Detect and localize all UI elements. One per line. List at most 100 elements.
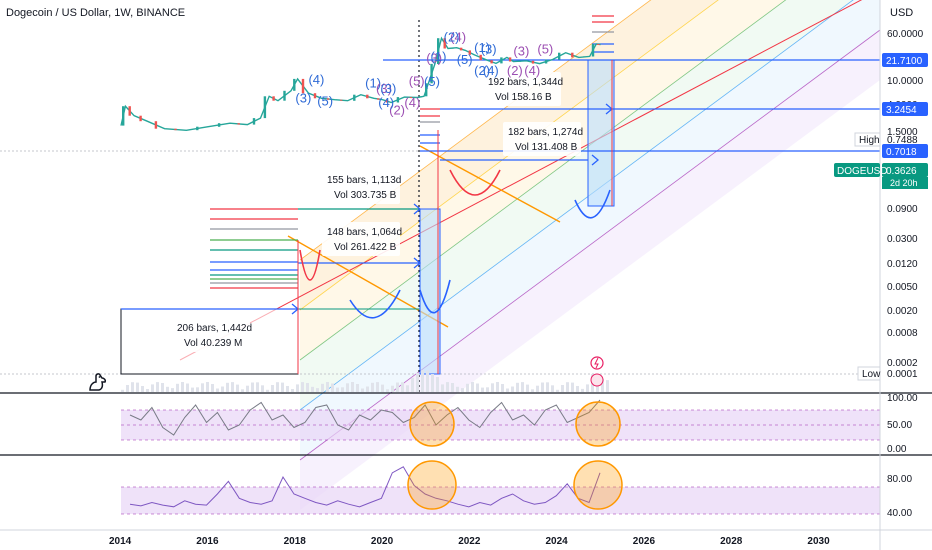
x-tick-label: 2028 <box>720 536 743 547</box>
candle <box>385 99 389 103</box>
wave-label: (2) <box>474 63 490 78</box>
candle <box>459 47 463 51</box>
volume-bar <box>506 388 509 392</box>
volume-bar <box>241 389 244 392</box>
candle <box>468 50 471 55</box>
measure-label-vol: Vol 40.239 M <box>184 338 242 349</box>
second-indicator: 80.00 40.00 <box>121 460 912 519</box>
channel-band <box>300 30 880 510</box>
x-tick-label: 2016 <box>196 536 219 547</box>
tradingview-logo-icon <box>89 373 106 391</box>
volume-bar <box>346 383 349 392</box>
volume-bar <box>396 382 399 392</box>
measure-label-bg <box>483 72 561 106</box>
price-tag-text: 3.2454 <box>886 105 917 116</box>
osc-band <box>121 487 880 514</box>
highlight-circle <box>575 401 621 447</box>
axes: 60.000010.00004.00001.50000.09000.03000.… <box>109 29 928 547</box>
volume-bar <box>316 388 319 392</box>
arrow-head <box>413 203 422 215</box>
volume-bar <box>191 387 194 392</box>
measure-box <box>587 59 615 207</box>
candle <box>377 98 380 100</box>
wave-label: (5) <box>457 52 473 67</box>
currency-label[interactable]: USD <box>890 7 913 19</box>
measure-label-bars: 192 bars, 1,344d <box>488 77 563 88</box>
volume-bar <box>406 385 409 392</box>
volume-bar <box>441 384 444 392</box>
wave-label: (1) <box>365 75 381 90</box>
volume-bar <box>276 382 279 392</box>
measure-label-bars: 155 bars, 1,113d <box>327 175 401 186</box>
curve <box>574 189 611 219</box>
measure-label-bars: 148 bars, 1,064d <box>327 227 402 238</box>
osc-tick-label: 80.00 <box>887 474 912 485</box>
candle <box>366 94 369 99</box>
high-value: 0.7488 <box>887 135 918 146</box>
measure-label-bg <box>322 222 400 256</box>
lightning-icon <box>590 356 604 370</box>
volume-bar <box>131 382 134 392</box>
candle <box>591 44 595 57</box>
candle <box>508 57 512 62</box>
volume-bar <box>231 382 234 392</box>
volume-bar <box>451 383 454 392</box>
wave-label: (3) <box>481 41 497 56</box>
wave-label: (3) <box>380 81 396 96</box>
y-tick-label: 10.0000 <box>887 76 924 87</box>
candle <box>293 78 296 91</box>
volume-bar <box>246 385 249 392</box>
volume-bar <box>271 385 274 392</box>
volume-bar <box>311 386 314 392</box>
symbol-tag-text: DOGEUSD <box>837 166 888 177</box>
wave-label: (4) <box>483 63 499 78</box>
wave-label: (3) <box>295 90 311 105</box>
volume-bar <box>426 370 429 392</box>
volume-bar <box>366 386 369 392</box>
candle <box>139 115 142 122</box>
volume-bar <box>171 388 174 392</box>
price-tag-text: 0.7018 <box>886 147 917 158</box>
wave-label: (4) <box>524 63 540 78</box>
candle <box>425 83 428 97</box>
volume-bar <box>556 389 559 392</box>
volume-bar <box>566 382 569 392</box>
arrow-head <box>413 257 422 269</box>
candle <box>544 59 548 64</box>
wave-label: (1) <box>431 49 447 64</box>
measure-label-bg <box>172 318 250 352</box>
volume-bar <box>336 387 339 392</box>
volume-bar <box>601 378 604 392</box>
rsi-line <box>129 399 601 436</box>
volume-bar <box>236 384 239 392</box>
annotations: 206 bars, 1,442d Vol 40.239 M 148 bars, 1,… <box>172 72 604 387</box>
volume-bar <box>206 382 209 392</box>
volume-bar <box>491 383 494 392</box>
x-tick-label: 2018 <box>284 536 307 547</box>
volume-bar <box>501 384 504 392</box>
volume-bar <box>526 384 529 392</box>
candle <box>437 38 440 64</box>
volume-bar <box>541 382 544 392</box>
volume-bar <box>176 383 179 392</box>
volume-bar <box>161 383 164 392</box>
volume-bar <box>576 386 579 392</box>
volume-bar <box>201 383 204 392</box>
x-tick-label: 2022 <box>458 536 481 547</box>
low-value: 0.0001 <box>887 369 918 380</box>
volume-bar <box>281 382 284 392</box>
candle <box>272 96 275 101</box>
y-tick-label: 0.0300 <box>887 234 918 245</box>
candle <box>451 47 454 49</box>
volume-bar <box>471 382 474 392</box>
volume-bar <box>571 382 574 392</box>
price-tag <box>882 144 928 158</box>
high-label: High <box>859 135 880 146</box>
volume-bar <box>136 382 139 392</box>
volume-bar <box>431 374 434 392</box>
volume-bar <box>321 383 324 392</box>
volume-bar <box>456 386 459 392</box>
x-tick-label: 2030 <box>807 536 830 547</box>
candle <box>531 60 535 64</box>
volume-bar <box>521 382 524 392</box>
